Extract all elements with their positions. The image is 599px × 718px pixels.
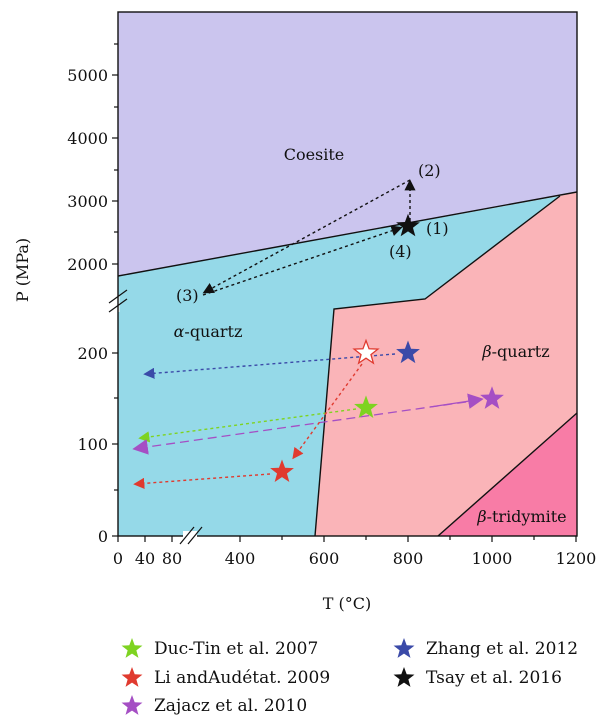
y-tick-label: 5000 xyxy=(67,66,108,85)
zajacz-arrow-head xyxy=(429,393,484,409)
x-tick-label: 600 xyxy=(309,549,340,568)
path-label-2: (2) xyxy=(418,161,441,180)
zajacz-arrow xyxy=(132,399,481,455)
data-point-star xyxy=(352,338,380,365)
x-tick-label: 1000 xyxy=(472,549,513,568)
x-tick-label: 40 xyxy=(135,549,155,568)
path-segment xyxy=(202,225,403,296)
duc-tin-arrow xyxy=(138,408,357,443)
legend-label: Duc-Tin et al. 2007 xyxy=(154,639,319,659)
path-label-3: (3) xyxy=(176,286,199,305)
data-point-star xyxy=(396,213,420,237)
data-point-star xyxy=(354,395,378,419)
beta-quartz-field xyxy=(315,192,577,536)
path-label-1: (1) xyxy=(426,219,449,238)
y-axis-title: P (MPa) xyxy=(13,238,32,302)
li-arrow-horizontal xyxy=(133,473,271,489)
li-arrow-diagonal xyxy=(292,363,363,460)
legend-label: Li andAudétat. 2009 xyxy=(154,668,331,688)
x-tick-label: 400 xyxy=(225,549,256,568)
x-tick-label: 800 xyxy=(393,549,424,568)
x-axis xyxy=(117,536,577,542)
x-tick-label: 0 xyxy=(113,549,123,568)
x-axis-break-mark xyxy=(179,526,203,545)
x-axis-title: T (°C) xyxy=(323,594,371,613)
plot-frame xyxy=(117,11,578,537)
legend-label: Tsay et al. 2016 xyxy=(426,668,562,688)
blue-star-icon xyxy=(393,638,415,658)
y-tick-label: 200 xyxy=(77,344,108,363)
quartz-tridymite-boundary xyxy=(437,412,577,536)
phase-label-alpha-quartz: α-quartz xyxy=(174,322,243,341)
purple-star-icon xyxy=(121,695,143,715)
legend-label: Zhang et al. 2012 xyxy=(426,639,579,659)
alpha-quartz-field xyxy=(118,196,560,536)
phase-label-beta-quartz: β-quartz xyxy=(481,342,549,361)
y-axis xyxy=(112,43,118,537)
y-tick-label: 0 xyxy=(98,527,108,546)
phase-label-beta-tridymite: β-tridymite xyxy=(476,507,566,526)
coesite-field xyxy=(118,12,577,276)
x-tick-label: 1200 xyxy=(556,549,597,568)
green-star-icon xyxy=(121,638,143,658)
path-label-4: (4) xyxy=(389,242,412,261)
y-tick-label: 100 xyxy=(77,435,108,454)
path-segment xyxy=(202,179,411,294)
data-point-star xyxy=(396,340,420,364)
legend-label: Zajacz et al. 2010 xyxy=(154,696,308,716)
y-tick-label: 4000 xyxy=(67,129,108,148)
x-tick-label: 80 xyxy=(162,549,182,568)
data-point-star xyxy=(480,386,504,409)
coesite-quartz-boundary xyxy=(118,191,577,277)
y-axis-break-mark xyxy=(108,289,128,313)
black-star-icon xyxy=(393,667,415,687)
data-point-star xyxy=(270,459,294,483)
y-tick-label: 3000 xyxy=(67,192,108,211)
y-tick-label: 2000 xyxy=(67,255,108,274)
red-star-icon xyxy=(121,667,143,687)
phase-label-coesite: Coesite xyxy=(284,145,345,164)
